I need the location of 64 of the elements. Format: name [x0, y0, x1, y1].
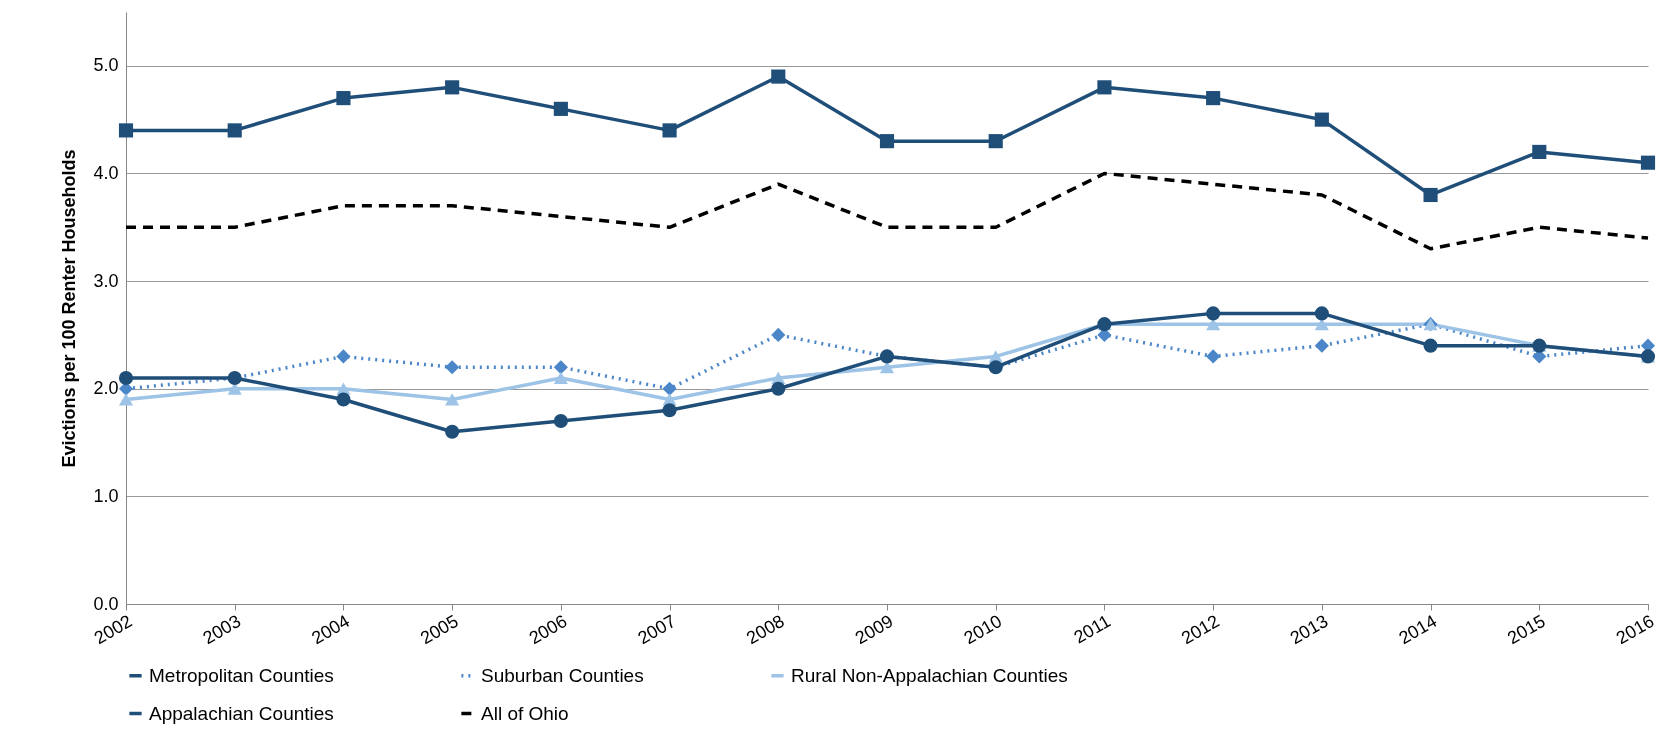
- point: [118, 123, 134, 138]
- point: [1423, 338, 1438, 353]
- x-tick-label: 2011: [1070, 610, 1114, 648]
- point: [1640, 155, 1656, 170]
- y-tick-label: 5.0: [93, 55, 119, 76]
- point: [988, 134, 1003, 149]
- point: [553, 360, 568, 375]
- point: [1423, 187, 1438, 203]
- point: [1206, 91, 1221, 106]
- point: [445, 360, 460, 375]
- x-tick-label: 2015: [1504, 610, 1549, 649]
- point: [1532, 144, 1547, 159]
- point: [553, 413, 568, 429]
- x-tick-label: 2016: [1612, 610, 1658, 649]
- x-tick-label: 2009: [851, 610, 897, 649]
- point: [227, 382, 242, 395]
- legend-label: Rural Non-Appalachian Counties: [791, 664, 1068, 686]
- x-tick-label: 2013: [1286, 610, 1332, 649]
- point: [1314, 306, 1329, 321]
- point: [1314, 338, 1329, 353]
- point: [336, 91, 351, 106]
- line-series: [124, 171, 1650, 251]
- x-tick-label: 2005: [416, 610, 462, 649]
- point: [1206, 306, 1221, 321]
- y-tick-label: 2.0: [93, 378, 119, 399]
- legend-label: Appalachian Counties: [149, 702, 334, 724]
- point: [771, 381, 786, 396]
- legend-label: Suburban Counties: [481, 664, 644, 686]
- point: [1206, 318, 1221, 331]
- x-tick-label: 2006: [525, 610, 571, 649]
- x-tick-label: 2014: [1395, 610, 1441, 649]
- point: [118, 393, 134, 406]
- legend-label: All of Ohio: [481, 702, 569, 724]
- point: [879, 134, 895, 149]
- point: [1206, 349, 1221, 364]
- point: [879, 361, 895, 374]
- point: [227, 123, 242, 138]
- x-tick-label: 2010: [960, 610, 1006, 649]
- point: [771, 327, 786, 342]
- legend-label: Metropolitan Counties: [149, 664, 334, 686]
- point: [445, 424, 460, 439]
- y-tick-label: 3.0: [93, 270, 119, 291]
- point: [662, 403, 677, 418]
- point: [1314, 112, 1329, 127]
- point: [445, 393, 460, 406]
- point: [553, 371, 568, 385]
- point: [553, 101, 568, 116]
- x-tick-label: 2012: [1177, 610, 1223, 649]
- point: [445, 80, 460, 95]
- x-tick-label: 2004: [308, 610, 353, 649]
- x-tick-label: 2003: [199, 610, 245, 649]
- point: [662, 381, 677, 396]
- point: [662, 123, 677, 138]
- point: [1314, 318, 1329, 331]
- point: [336, 349, 351, 364]
- point: [771, 69, 786, 84]
- point: [1097, 80, 1112, 95]
- x-tick-label: 2007: [634, 610, 680, 649]
- x-tick-label: 2008: [743, 610, 788, 649]
- y-tick-label: 4.0: [93, 162, 119, 183]
- y-axis-title: Evictions per 100 Renter Households: [59, 149, 80, 468]
- y-tick-label: 1.0: [93, 485, 119, 506]
- point: [336, 392, 351, 407]
- point: [118, 370, 134, 386]
